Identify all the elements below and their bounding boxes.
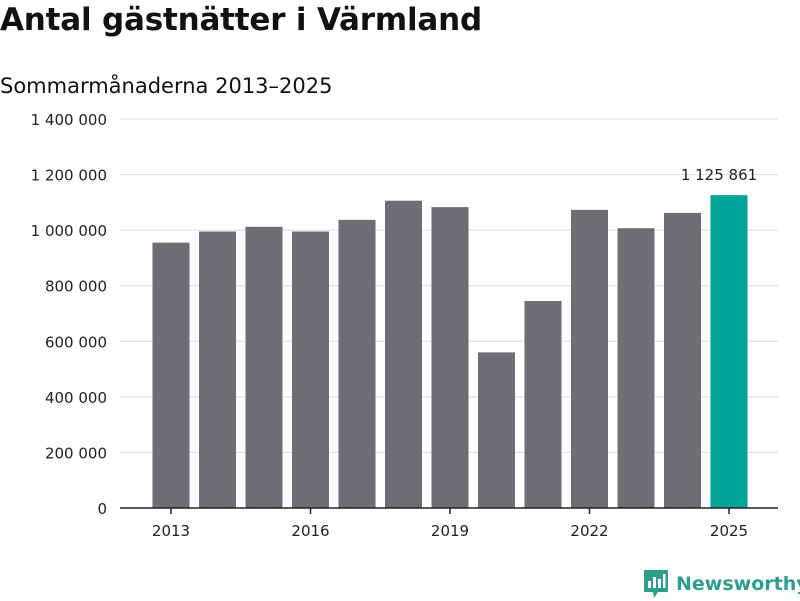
x-tick-label: 2022 <box>570 522 608 540</box>
brand-logo: Newsworthy <box>643 567 800 601</box>
bar-2019 <box>431 207 469 508</box>
brand-name: Newsworthy <box>676 573 800 595</box>
x-tick-label: 2013 <box>152 522 190 540</box>
bar-2013 <box>152 242 190 508</box>
y-tick-label: 800 000 <box>45 278 107 296</box>
y-tick-label: 1 000 000 <box>31 222 107 240</box>
y-tick-label: 600 000 <box>45 333 107 351</box>
bar-2018 <box>385 200 422 508</box>
y-tick-label: 200 000 <box>45 444 107 462</box>
y-tick-label: 1 200 000 <box>31 167 107 185</box>
chart-title: Antal gästnätter i Värmland <box>0 2 482 38</box>
data-label-highlight: 1 125 861 <box>681 166 757 184</box>
data-labels: 1 125 861 <box>681 166 757 184</box>
chart-subtitle: Sommarmånaderna 2013–2025 <box>0 74 333 98</box>
bar-2017 <box>338 219 376 509</box>
y-axis-tick-labels: 0 200 000 400 000 600 000 800 000 1 000 000 1 … <box>31 111 107 518</box>
bar-2024 <box>664 212 701 508</box>
bar-2020 <box>478 352 515 508</box>
bar-2023 <box>617 228 655 508</box>
x-axis-tick-labels: 2013 2016 2019 2022 2025 <box>152 508 748 540</box>
bar-2021 <box>524 300 562 508</box>
bar-highlight-2025 <box>710 195 748 508</box>
y-tick-label: 400 000 <box>45 389 107 407</box>
y-tick-label: 0 <box>97 500 107 518</box>
bar-2014 <box>199 231 236 508</box>
newsworthy-logo-icon <box>644 570 668 598</box>
x-tick-label: 2016 <box>291 522 329 540</box>
bar-2022 <box>571 209 608 508</box>
bars <box>152 195 748 509</box>
y-tick-label: 1 400 000 <box>31 111 107 129</box>
bar-2016 <box>292 231 329 508</box>
x-tick-label: 2025 <box>710 522 748 540</box>
bar-2015 <box>245 226 283 508</box>
x-tick-label: 2019 <box>431 522 469 540</box>
